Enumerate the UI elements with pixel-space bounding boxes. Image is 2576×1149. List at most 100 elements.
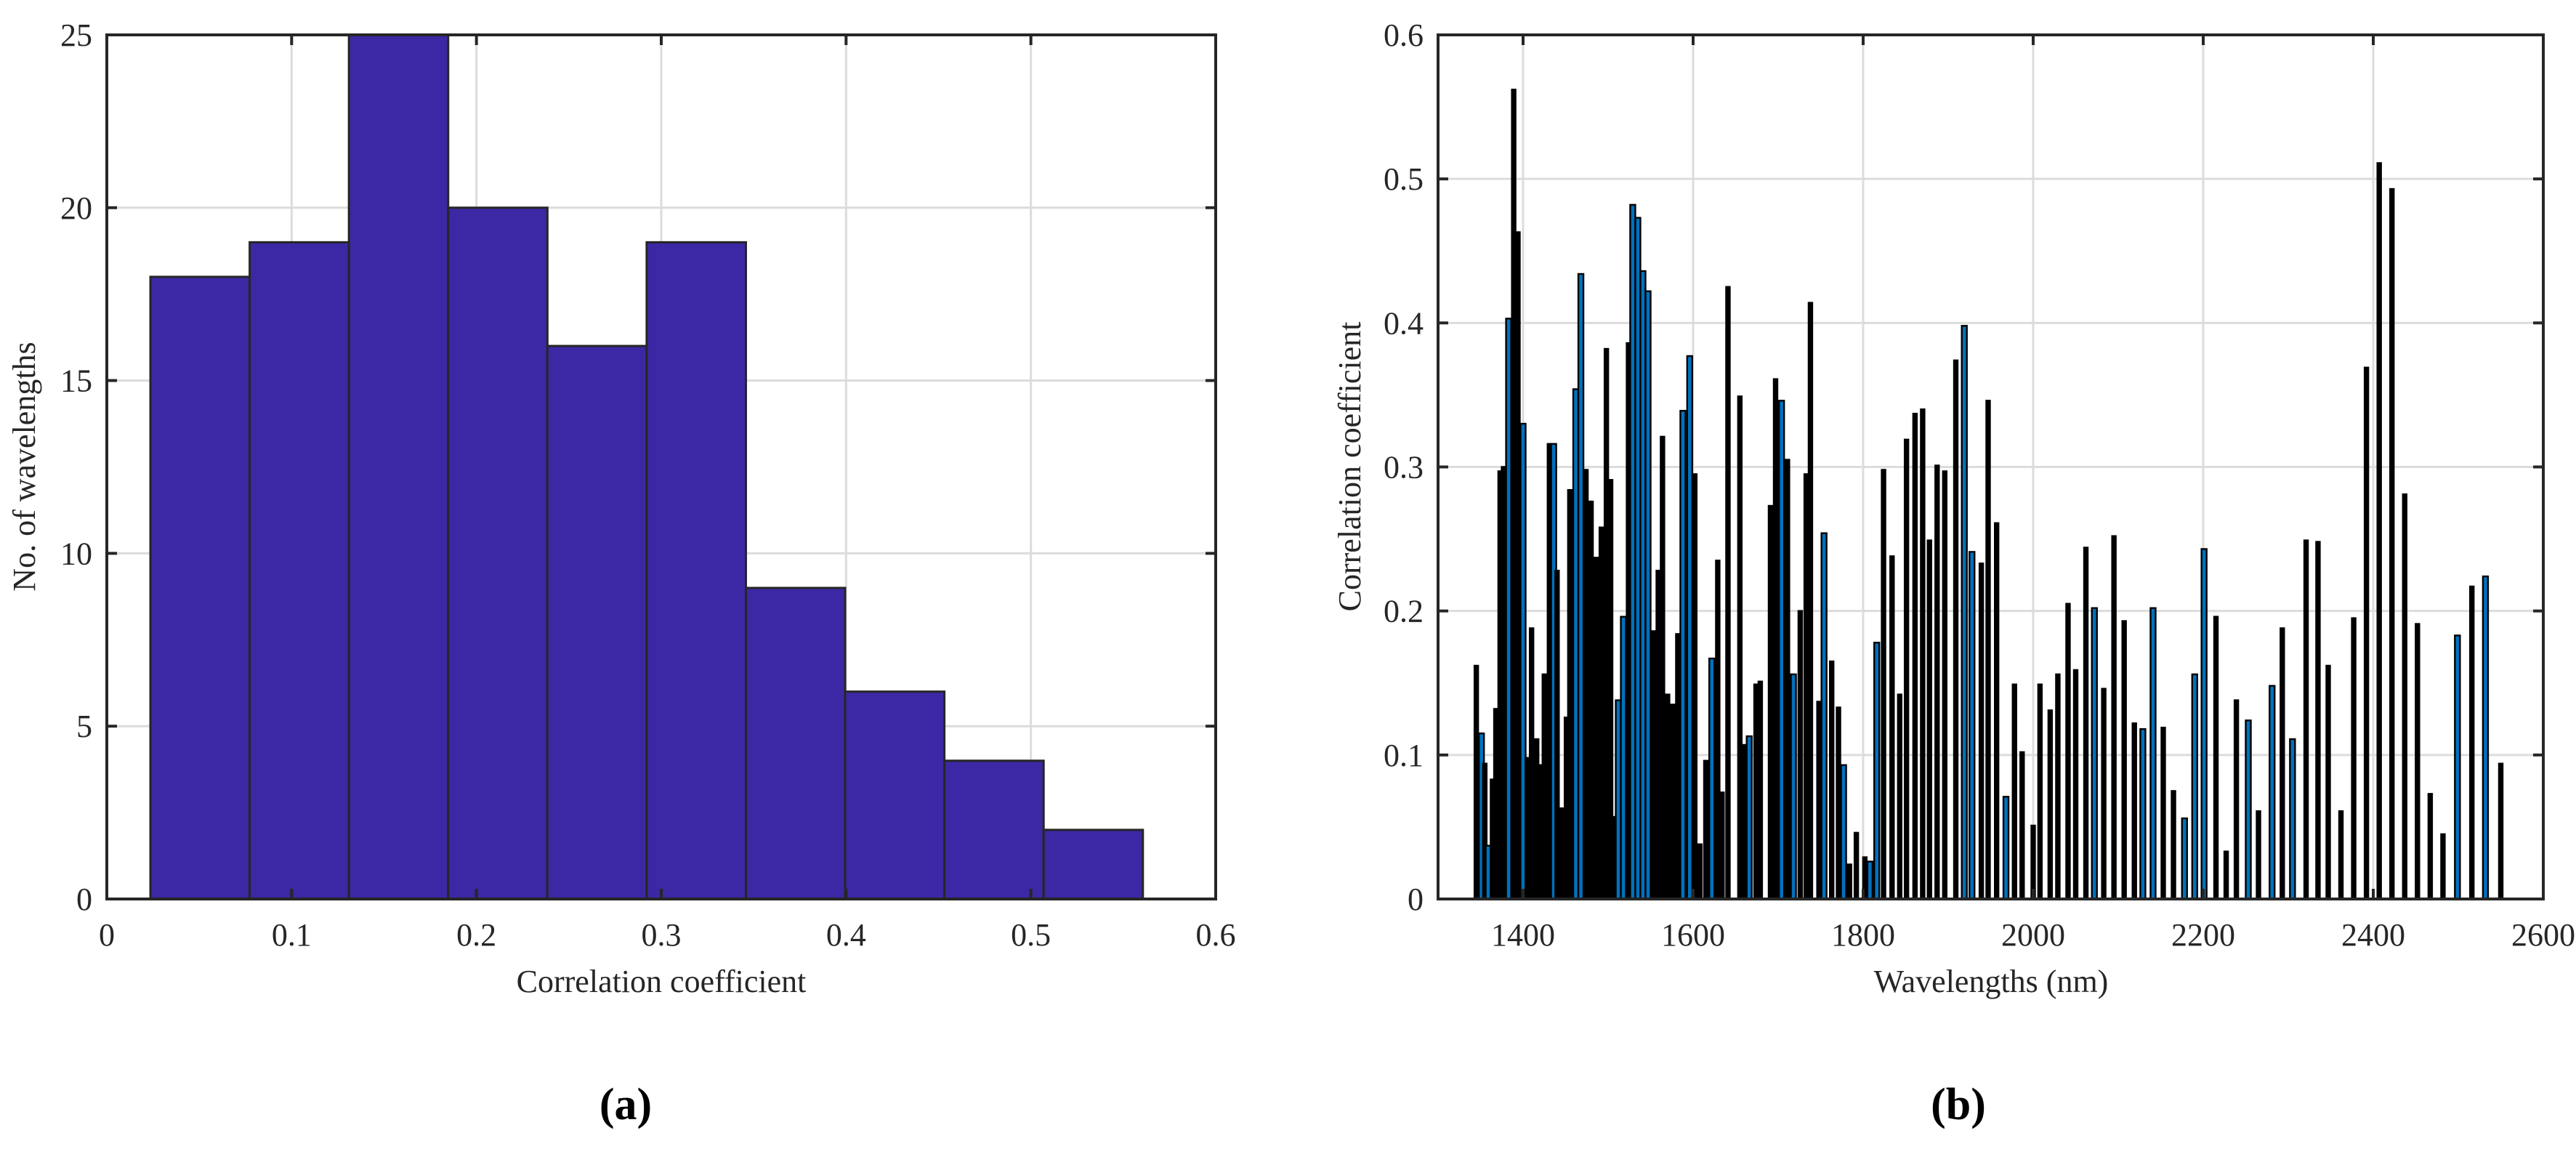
bar [2160,726,2166,900]
x-axis-label-b: Wavelengths (nm) [1874,964,2109,999]
axes-box [1437,33,2545,900]
panel-label-a: (a) [599,1080,652,1129]
x-tick-label: 1600 [1661,917,1725,953]
x-tick-label: 0.3 [642,917,682,953]
bar [1511,89,1517,900]
highlighted-bar [1840,764,1847,900]
bar [1692,473,1698,900]
highlighted-bar [1686,355,1694,900]
bar [1912,412,1918,900]
highlighted-bar [2289,738,2296,900]
bar [1853,831,1860,900]
bar [2280,627,2285,900]
highlighted-bar [2200,548,2208,900]
bar [1670,703,1676,900]
bar [1607,479,1614,900]
bar [1660,435,1665,900]
highlighted-bar [2139,727,2147,900]
highlighted-bar [1969,551,1976,900]
histogram-bars [149,33,1144,900]
highlighted-bar [2091,607,2098,900]
bar [2469,585,2475,900]
highlighted-bar [2149,607,2157,900]
bar [2415,623,2420,900]
highlighted-bar [2454,634,2461,900]
bar [1942,470,1948,900]
bar-chart-b: 1400 1600 1800 2000 2200 2400 2600 0 0.1 0.2 0.3 0.… [1332,17,2575,1129]
y-tick-label: 0.4 [1384,305,1424,341]
highlighted-bar [1577,273,1585,900]
bar [2303,539,2309,900]
highlighted-bar [1679,410,1687,900]
highlighted-bar [2191,673,2199,900]
bar [1715,560,1721,900]
bar [1953,359,1959,900]
bar [1797,610,1804,900]
histogram-chart-a: 0 0.1 0.2 0.3 0.4 0.5 0.6 0 5 10 15 20 25 Correlatio… [7,17,1236,1129]
y-axis-label-a: No. of wavelengths [7,342,42,591]
bar [2019,751,2025,900]
y-tick-label: 15 [60,363,92,399]
bar [1903,438,1910,900]
x-axis-label-a: Correlation coefficient [517,964,807,999]
panel-label-b: (b) [1931,1080,1986,1129]
bar [2389,188,2395,900]
bar [1803,473,1809,900]
histogram-bar [546,344,648,900]
x-tick-label: 2600 [2511,917,2575,953]
highlighted-bar [2245,719,2252,900]
y-tick-label: 0.6 [1384,17,1424,53]
bar [1603,347,1610,900]
y-tick-label: 0 [76,882,92,917]
bar [2111,535,2117,900]
x-tick-label: 2400 [2341,917,2405,953]
y-tick-label: 20 [60,190,92,226]
bar [2131,722,2137,900]
bar [1598,526,1604,900]
y-tick-label: 10 [60,536,92,571]
bar [1655,569,1661,900]
bar [2363,366,2370,900]
y-tick-label: 5 [76,709,92,744]
bar [1536,764,1542,900]
histogram-bar [645,241,747,900]
x-tick-label: 2200 [2171,917,2235,953]
bar [2440,833,2446,900]
bar [1881,469,1886,900]
y-tick-label: 0.1 [1384,738,1424,773]
bar [1725,286,1731,900]
bar [2315,541,2321,900]
bar [1985,400,1991,900]
histogram-bar [844,690,946,900]
bar [2055,673,2061,900]
tick-labels-a: 0 0.1 0.2 0.3 0.4 0.5 0.6 0 5 10 15 20 25 [60,17,1236,953]
highlighted-bar [1820,532,1828,900]
bar [1675,633,1681,900]
axes-b [1437,33,2545,900]
bar [2376,162,2382,900]
bar [1473,664,1479,900]
bar [1525,757,1530,900]
histogram-bar [744,586,847,900]
bar [1934,464,1940,900]
highlighted-bar [2181,817,2188,900]
x-tick-label: 0 [99,917,115,953]
bar [1767,504,1774,900]
bar [1593,557,1599,900]
bar [2213,616,2219,900]
bar [1528,627,1535,900]
bar [1978,563,1985,900]
highlighted-bar [1644,290,1652,900]
bar [1501,466,1506,900]
bar [2233,699,2240,900]
bar [1846,863,1852,900]
bar [1554,569,1560,900]
bar [1719,791,1725,900]
bar [1515,231,1521,900]
bar [2171,790,2176,900]
bar [1737,395,1743,900]
correlation-bars [1473,89,2504,900]
bar [1993,522,2000,900]
bar [2037,683,2043,900]
axes-box [105,33,1217,900]
